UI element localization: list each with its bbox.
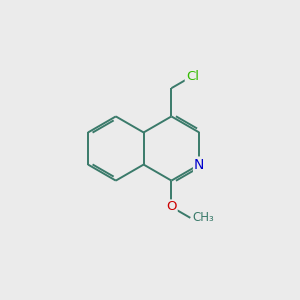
- Text: Cl: Cl: [186, 70, 199, 83]
- Text: CH₃: CH₃: [193, 211, 214, 224]
- Text: O: O: [166, 200, 177, 213]
- Text: N: N: [194, 158, 204, 172]
